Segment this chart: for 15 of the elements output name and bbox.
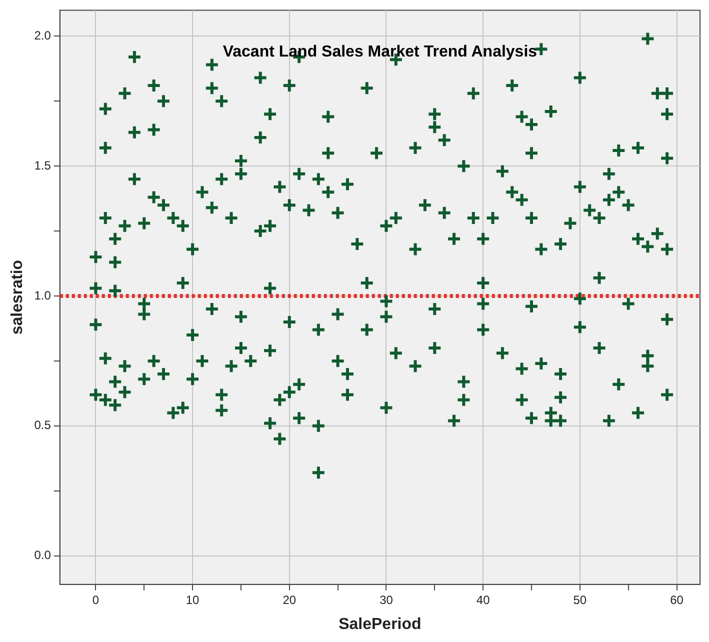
y-tick-label: 0.0 <box>34 548 52 562</box>
x-tick-label: 0 <box>92 592 100 607</box>
y-axis-title: salesratio <box>9 260 26 335</box>
x-tick-label: 30 <box>380 592 394 607</box>
x-tick-label: 60 <box>670 592 684 607</box>
y-tick-label: 1.5 <box>34 158 52 172</box>
x-tick-label: 50 <box>573 592 587 607</box>
text: Vacant Land Sales Market Trend Analysis <box>222 44 538 61</box>
y-tick-label: 1.0 <box>34 288 52 302</box>
x-tick-label: 40 <box>476 592 490 607</box>
y-tick-label: 0.5 <box>34 418 52 432</box>
y-tick-label: 2.0 <box>34 28 52 42</box>
x-tick-label: 10 <box>186 592 200 607</box>
x-tick-label: 20 <box>282 592 296 607</box>
x-axis-title: SalePeriod <box>338 616 422 633</box>
